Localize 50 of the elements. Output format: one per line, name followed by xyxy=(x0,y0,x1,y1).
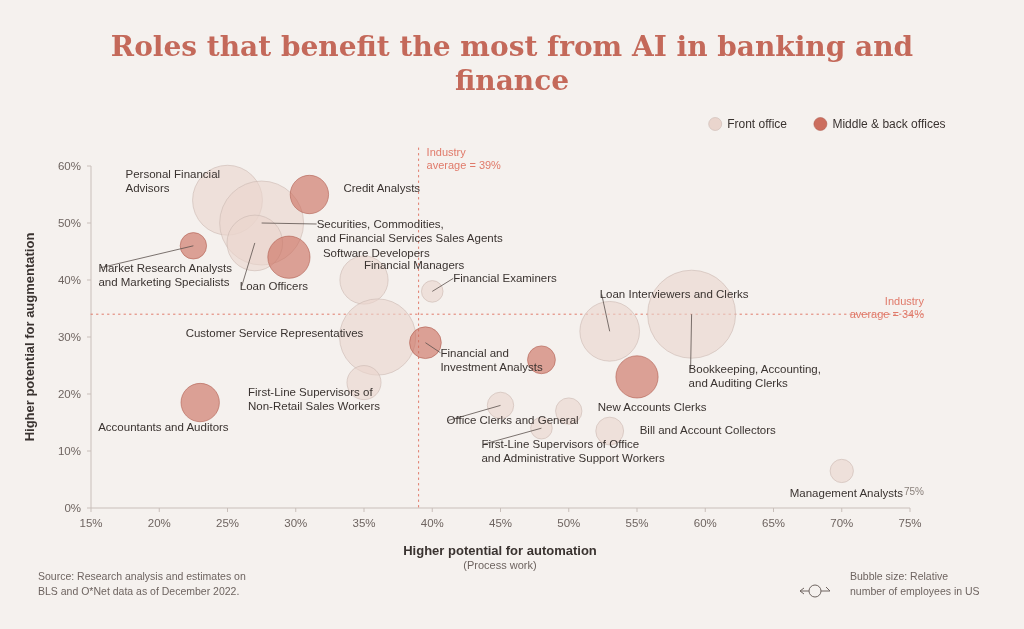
x-tick-label: 75% xyxy=(898,517,922,529)
annotation: Financial Examiners xyxy=(453,272,558,285)
x-tick-label: 30% xyxy=(284,517,308,529)
annotation: Bookkeeping, Accounting, and Auditing Clerks xyxy=(688,363,821,390)
y-tick-label: 20% xyxy=(57,388,81,400)
annotation: 75% xyxy=(903,486,925,497)
legend-label: Middle & back offices xyxy=(832,117,946,132)
x-tick-label: 35% xyxy=(352,517,376,529)
annotation: Credit Analysts xyxy=(343,181,421,194)
annotation: Loan Officers xyxy=(239,279,309,292)
x-tick-label: 70% xyxy=(830,517,854,529)
annotation: Software Developers xyxy=(322,247,430,260)
chart-title: Roles that benefit the most from AI in banking and finance xyxy=(110,30,914,97)
legend-label: Front office xyxy=(727,117,788,132)
x-tick-label: 65% xyxy=(761,517,786,529)
ref-line-label: Industry average = 34% xyxy=(849,295,925,321)
y-tick-label: 10% xyxy=(57,445,81,457)
x-axis-title: Higher potential for automation xyxy=(403,543,597,558)
y-axis-title: Higher potential for augmentation xyxy=(22,232,37,442)
y-tick-label: 60% xyxy=(57,160,81,172)
annotation: Management Analysts xyxy=(789,486,904,499)
x-tick-label: 45% xyxy=(488,517,513,529)
annotation: First-Line Supervisors of Office and Administrative Support Workers xyxy=(481,438,665,465)
annotation: Securities, Commodities, and Financial Services Sales Agents xyxy=(316,218,503,244)
x-tick-label: 15% xyxy=(79,517,103,529)
annotation: Financial and Investment Analysts xyxy=(440,346,543,373)
x-tick-label: 25% xyxy=(215,517,240,529)
ref-line-label: Industry average = 39% xyxy=(426,146,502,171)
annotation: Market Research Analysts and Marketing Specialists xyxy=(98,261,233,288)
x-tick-label: 60% xyxy=(693,517,717,529)
annotation: Office Clerks and General xyxy=(446,414,579,427)
text: Bubble size: Relative number of employees in US xyxy=(850,570,980,598)
annotation: Bill and Account Collectors xyxy=(639,424,777,437)
source-note: Source: Research analysis and estimates on BLS and O*Net data as of December 2022. xyxy=(38,570,246,598)
annotation: New Accounts Clerks xyxy=(597,401,707,414)
x-tick-label: 40% xyxy=(420,517,444,529)
annotation: First-Line Supervisors of Non-Retail Sales Workers xyxy=(248,385,381,412)
text: (Process work) xyxy=(463,559,537,571)
x-tick-label: 55% xyxy=(625,517,649,529)
annotation: Financial Managers xyxy=(364,259,465,271)
y-tick-label: 40% xyxy=(57,274,81,286)
annotation: Customer Service Representatives xyxy=(185,327,364,339)
annotation: Loan Interviewers and Clerks xyxy=(599,288,749,301)
x-tick-label: 50% xyxy=(557,517,581,529)
annotation: Accountants and Auditors xyxy=(98,420,229,433)
annotation: Personal Financial Advisors xyxy=(125,168,221,195)
x-tick-label: 20% xyxy=(147,517,171,529)
y-tick-label: 0% xyxy=(64,502,81,514)
y-tick-label: 50% xyxy=(57,217,81,229)
y-tick-label: 30% xyxy=(57,331,81,343)
